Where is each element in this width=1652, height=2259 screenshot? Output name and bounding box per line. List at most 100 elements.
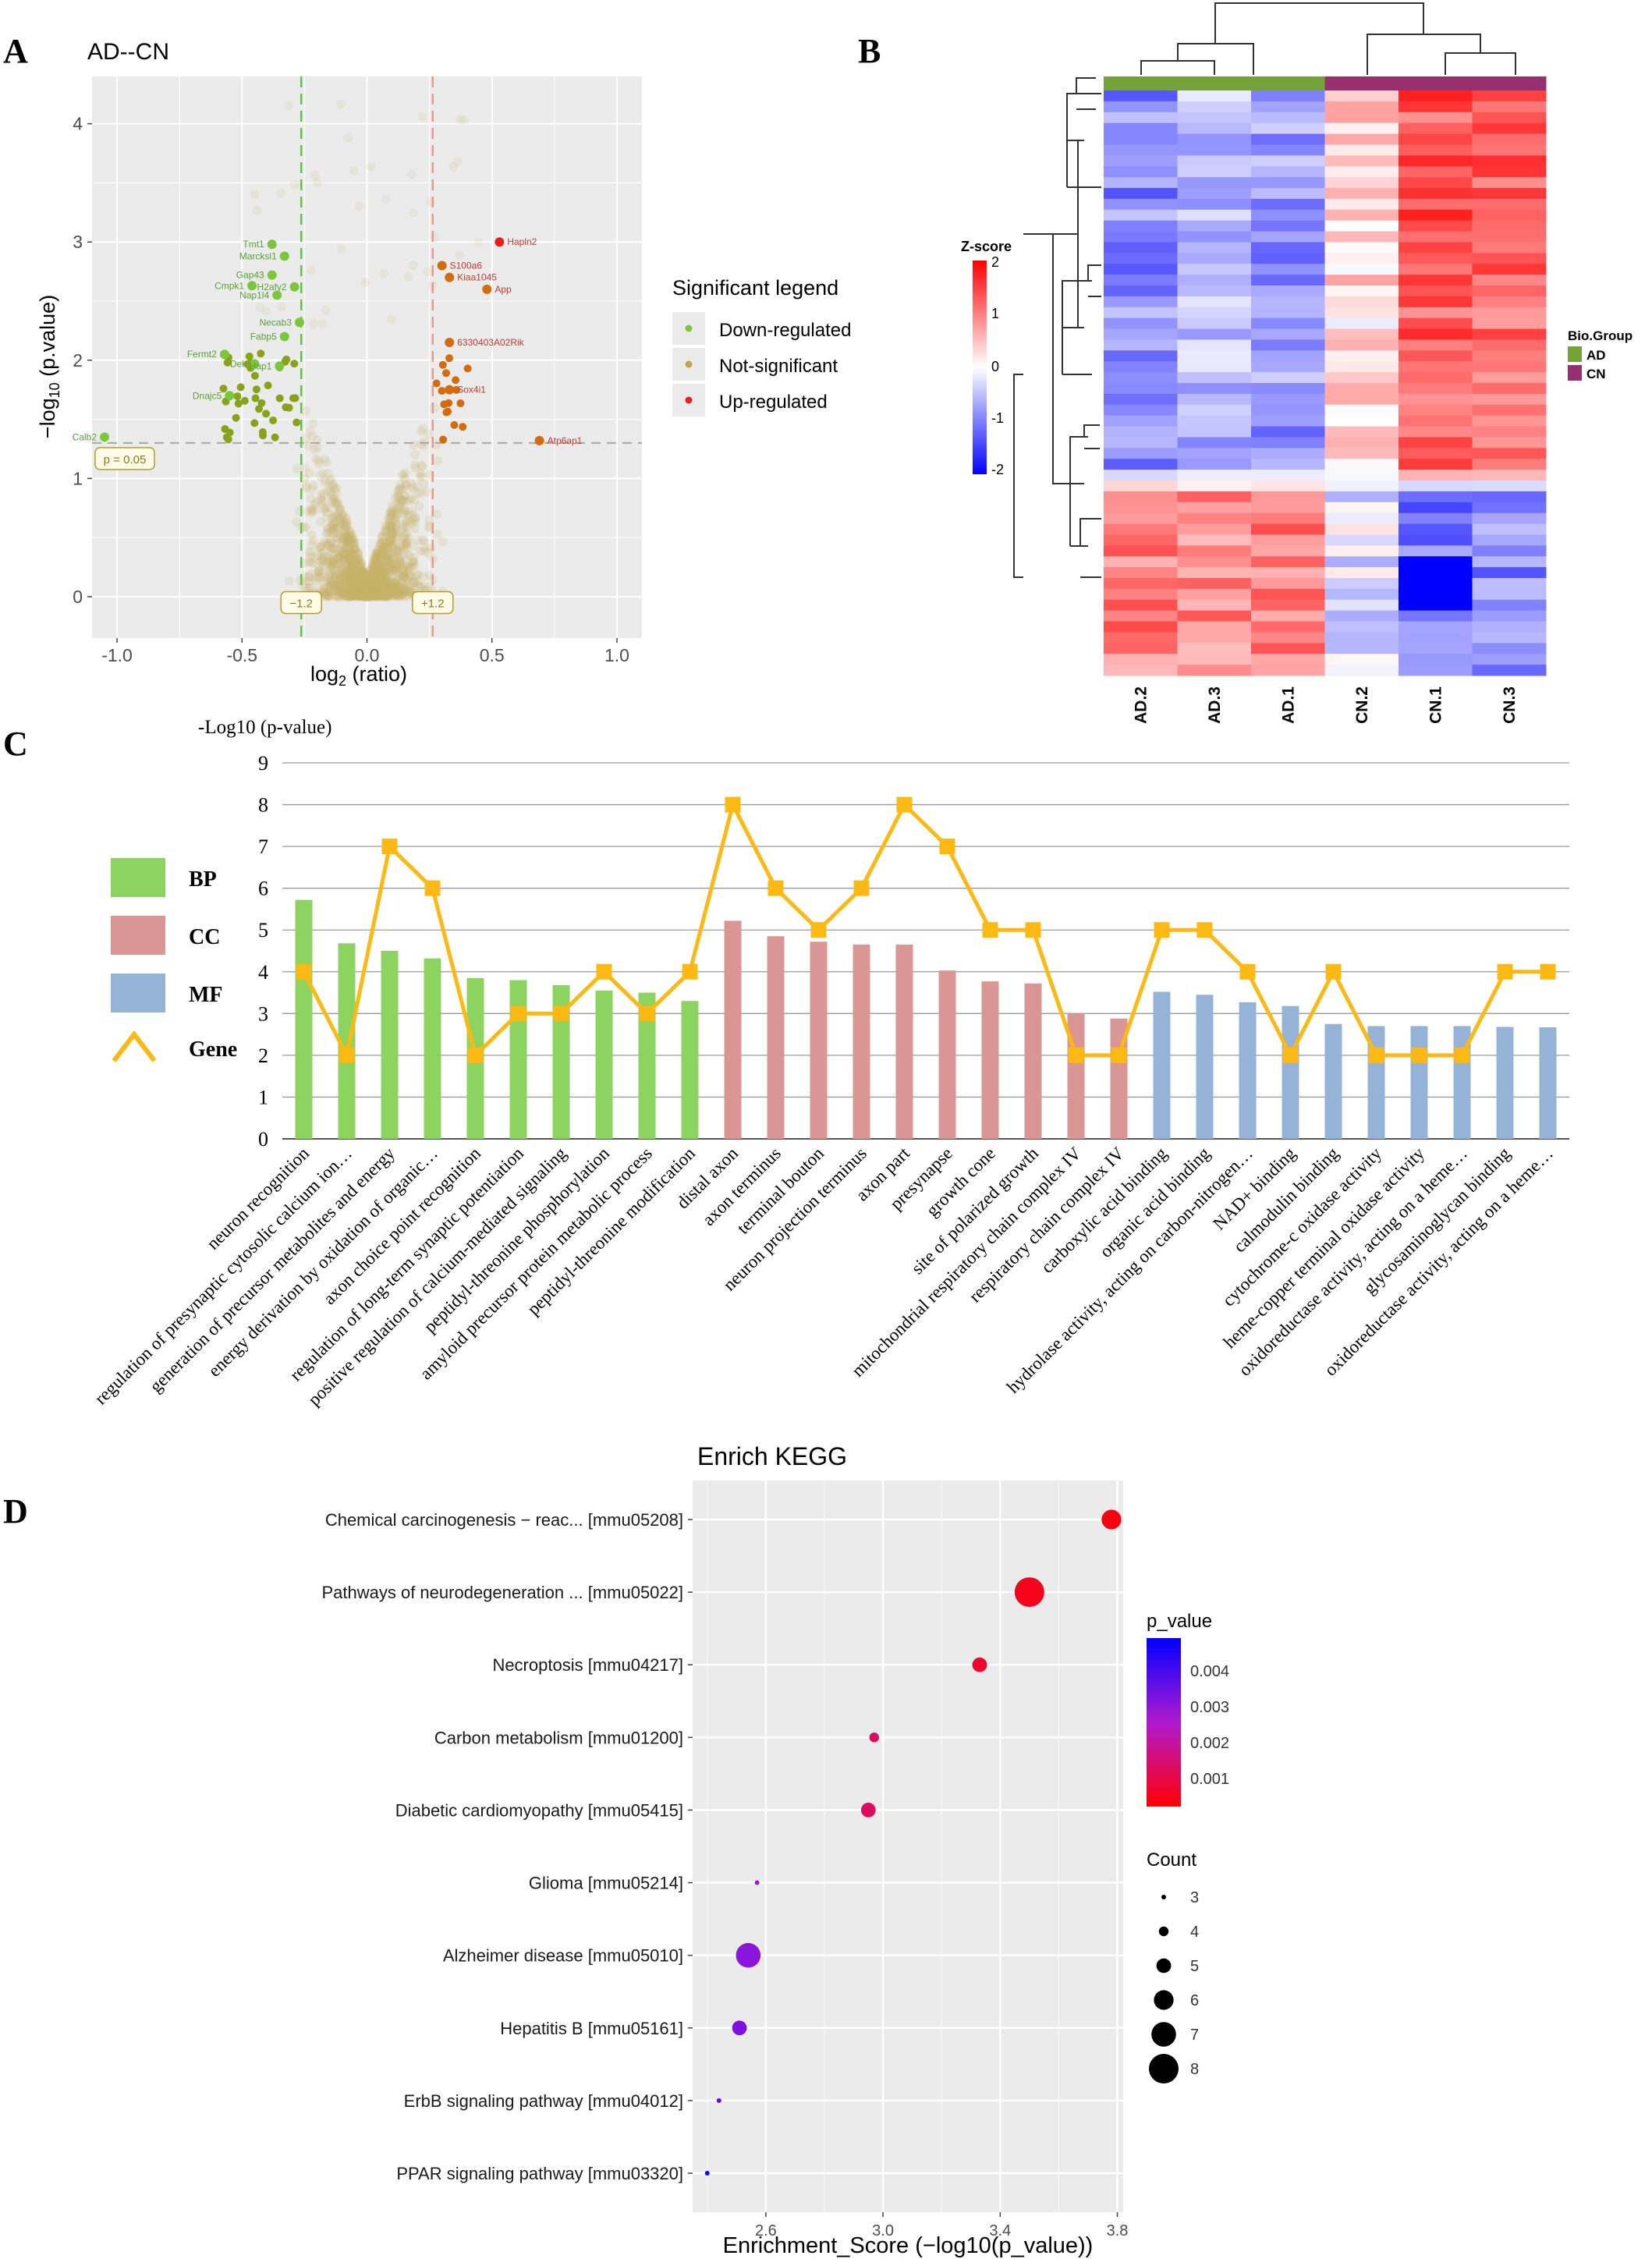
volcano-ns-point bbox=[413, 577, 423, 587]
volcano-ns-point bbox=[375, 549, 385, 559]
volcano-ns-point bbox=[370, 570, 380, 580]
heatmap-cell bbox=[1104, 328, 1178, 340]
volcano-ns-point bbox=[334, 507, 344, 517]
volcano-ns-point bbox=[366, 591, 376, 601]
go-gene-marker bbox=[1325, 963, 1342, 980]
go-gene-marker bbox=[381, 839, 398, 855]
volcano-ns-point bbox=[349, 544, 360, 554]
volcano-ns-point bbox=[390, 566, 400, 576]
panel-letter-b: B bbox=[858, 32, 881, 70]
volcano-ns-point bbox=[399, 495, 409, 505]
volcano-ns-point bbox=[356, 580, 366, 590]
volcano-gene-label: Dnajc5 bbox=[193, 390, 222, 401]
volcano-ns-point bbox=[385, 556, 395, 566]
heatmap-cell bbox=[1399, 275, 1473, 286]
volcano-ns-point bbox=[385, 508, 395, 518]
volcano-ns-point bbox=[385, 580, 395, 590]
volcano-ns-point bbox=[346, 557, 356, 567]
volcano-ns-point bbox=[360, 570, 370, 580]
volcano-ns-point bbox=[382, 544, 392, 554]
volcano-ns-point bbox=[378, 545, 388, 555]
heatmap-cell bbox=[1324, 610, 1399, 622]
volcano-ns-point bbox=[400, 473, 410, 484]
volcano-ns-point bbox=[384, 582, 394, 592]
volcano-ns-point bbox=[333, 584, 343, 594]
volcano-ns-point bbox=[356, 584, 366, 594]
volcano-ns-point bbox=[367, 569, 378, 580]
volcano-ns-point bbox=[348, 585, 358, 595]
volcano-ns-point bbox=[404, 571, 414, 581]
volcano-ns-point bbox=[381, 579, 392, 589]
volcano-ns-point bbox=[363, 590, 374, 601]
volcano-ns-point bbox=[331, 544, 341, 554]
volcano-down-point bbox=[282, 403, 290, 412]
heatmap-cell bbox=[1251, 383, 1325, 395]
volcano-ns-point bbox=[361, 587, 371, 598]
volcano-ns-point bbox=[344, 583, 354, 594]
volcano-ns-point bbox=[379, 547, 389, 557]
go-ytick-label: 8 bbox=[258, 794, 268, 817]
volcano-ns-point bbox=[399, 583, 409, 594]
volcano-ns-point bbox=[372, 589, 382, 599]
volcano-ns-point bbox=[424, 521, 434, 531]
volcano-ns-point bbox=[365, 569, 375, 580]
volcano-ns-point bbox=[346, 565, 356, 575]
volcano-ns-point bbox=[342, 591, 352, 601]
volcano-ns-point bbox=[356, 591, 366, 601]
volcano-ns-point bbox=[346, 590, 356, 600]
volcano-ns-point bbox=[354, 587, 364, 597]
heatmap-cell bbox=[1324, 372, 1399, 384]
volcano-ns-point bbox=[364, 578, 374, 588]
volcano-ns-point bbox=[404, 551, 414, 561]
heatmap-cell bbox=[1472, 491, 1547, 503]
heatmap-cell bbox=[1177, 578, 1252, 590]
heatmap-cell bbox=[1104, 264, 1178, 275]
volcano-ytick-label: 1 bbox=[73, 468, 83, 488]
volcano-ns-point bbox=[363, 580, 373, 590]
volcano-ns-point bbox=[420, 546, 430, 556]
volcano-ns-point bbox=[308, 319, 318, 329]
volcano-ns-point bbox=[337, 547, 347, 557]
volcano-ns-point bbox=[321, 583, 331, 593]
volcano-ns-point bbox=[376, 584, 386, 594]
go-bar bbox=[853, 944, 870, 1139]
volcano-ns-point bbox=[310, 444, 320, 454]
heatmap-cell bbox=[1472, 144, 1547, 156]
volcano-threshold-lines: p = 0.05−1.2 +1.2 bbox=[92, 76, 642, 638]
volcano-ns-point bbox=[292, 463, 302, 473]
volcano-ns-point bbox=[395, 590, 405, 600]
volcano-ns-point bbox=[349, 537, 360, 547]
volcano-ns-point bbox=[370, 555, 380, 566]
go-ytick-label: 3 bbox=[258, 1002, 268, 1025]
volcano-ns-point bbox=[409, 495, 420, 505]
heatmap-cell bbox=[1177, 665, 1252, 676]
volcano-up-labeled-point bbox=[445, 272, 455, 282]
volcano-up-point bbox=[445, 354, 454, 363]
volcano-ns-point bbox=[326, 587, 336, 598]
volcano-ns-point bbox=[382, 573, 392, 583]
volcano-ns-point bbox=[395, 561, 405, 571]
volcano-ns-point bbox=[402, 580, 413, 590]
volcano-ns-point bbox=[387, 540, 397, 550]
volcano-ns-point bbox=[342, 570, 352, 580]
volcano-ns-point bbox=[409, 577, 420, 587]
heatmap-cell bbox=[1472, 253, 1547, 264]
heatmap-cell bbox=[1251, 361, 1325, 373]
go-gene-marker bbox=[810, 922, 827, 938]
volcano-ns-point bbox=[364, 583, 374, 594]
volcano-ns-point bbox=[306, 583, 316, 594]
go-bar bbox=[1496, 1027, 1514, 1139]
volcano-ns-point bbox=[333, 497, 343, 507]
volcano-ns-point bbox=[370, 554, 381, 564]
volcano-ns-point bbox=[371, 590, 381, 600]
volcano-ns-point bbox=[343, 561, 353, 571]
volcano-ns-point bbox=[356, 576, 366, 587]
volcano-ns-point bbox=[331, 539, 342, 549]
volcano-ns-point bbox=[404, 565, 414, 575]
count-legend-dot bbox=[1156, 1958, 1172, 1974]
volcano-ns-point bbox=[349, 537, 359, 547]
volcano-ns-point bbox=[366, 565, 376, 575]
volcano-ns-point bbox=[356, 569, 366, 580]
volcano-ns-point bbox=[345, 544, 355, 555]
heatmap-cell bbox=[1399, 481, 1473, 492]
